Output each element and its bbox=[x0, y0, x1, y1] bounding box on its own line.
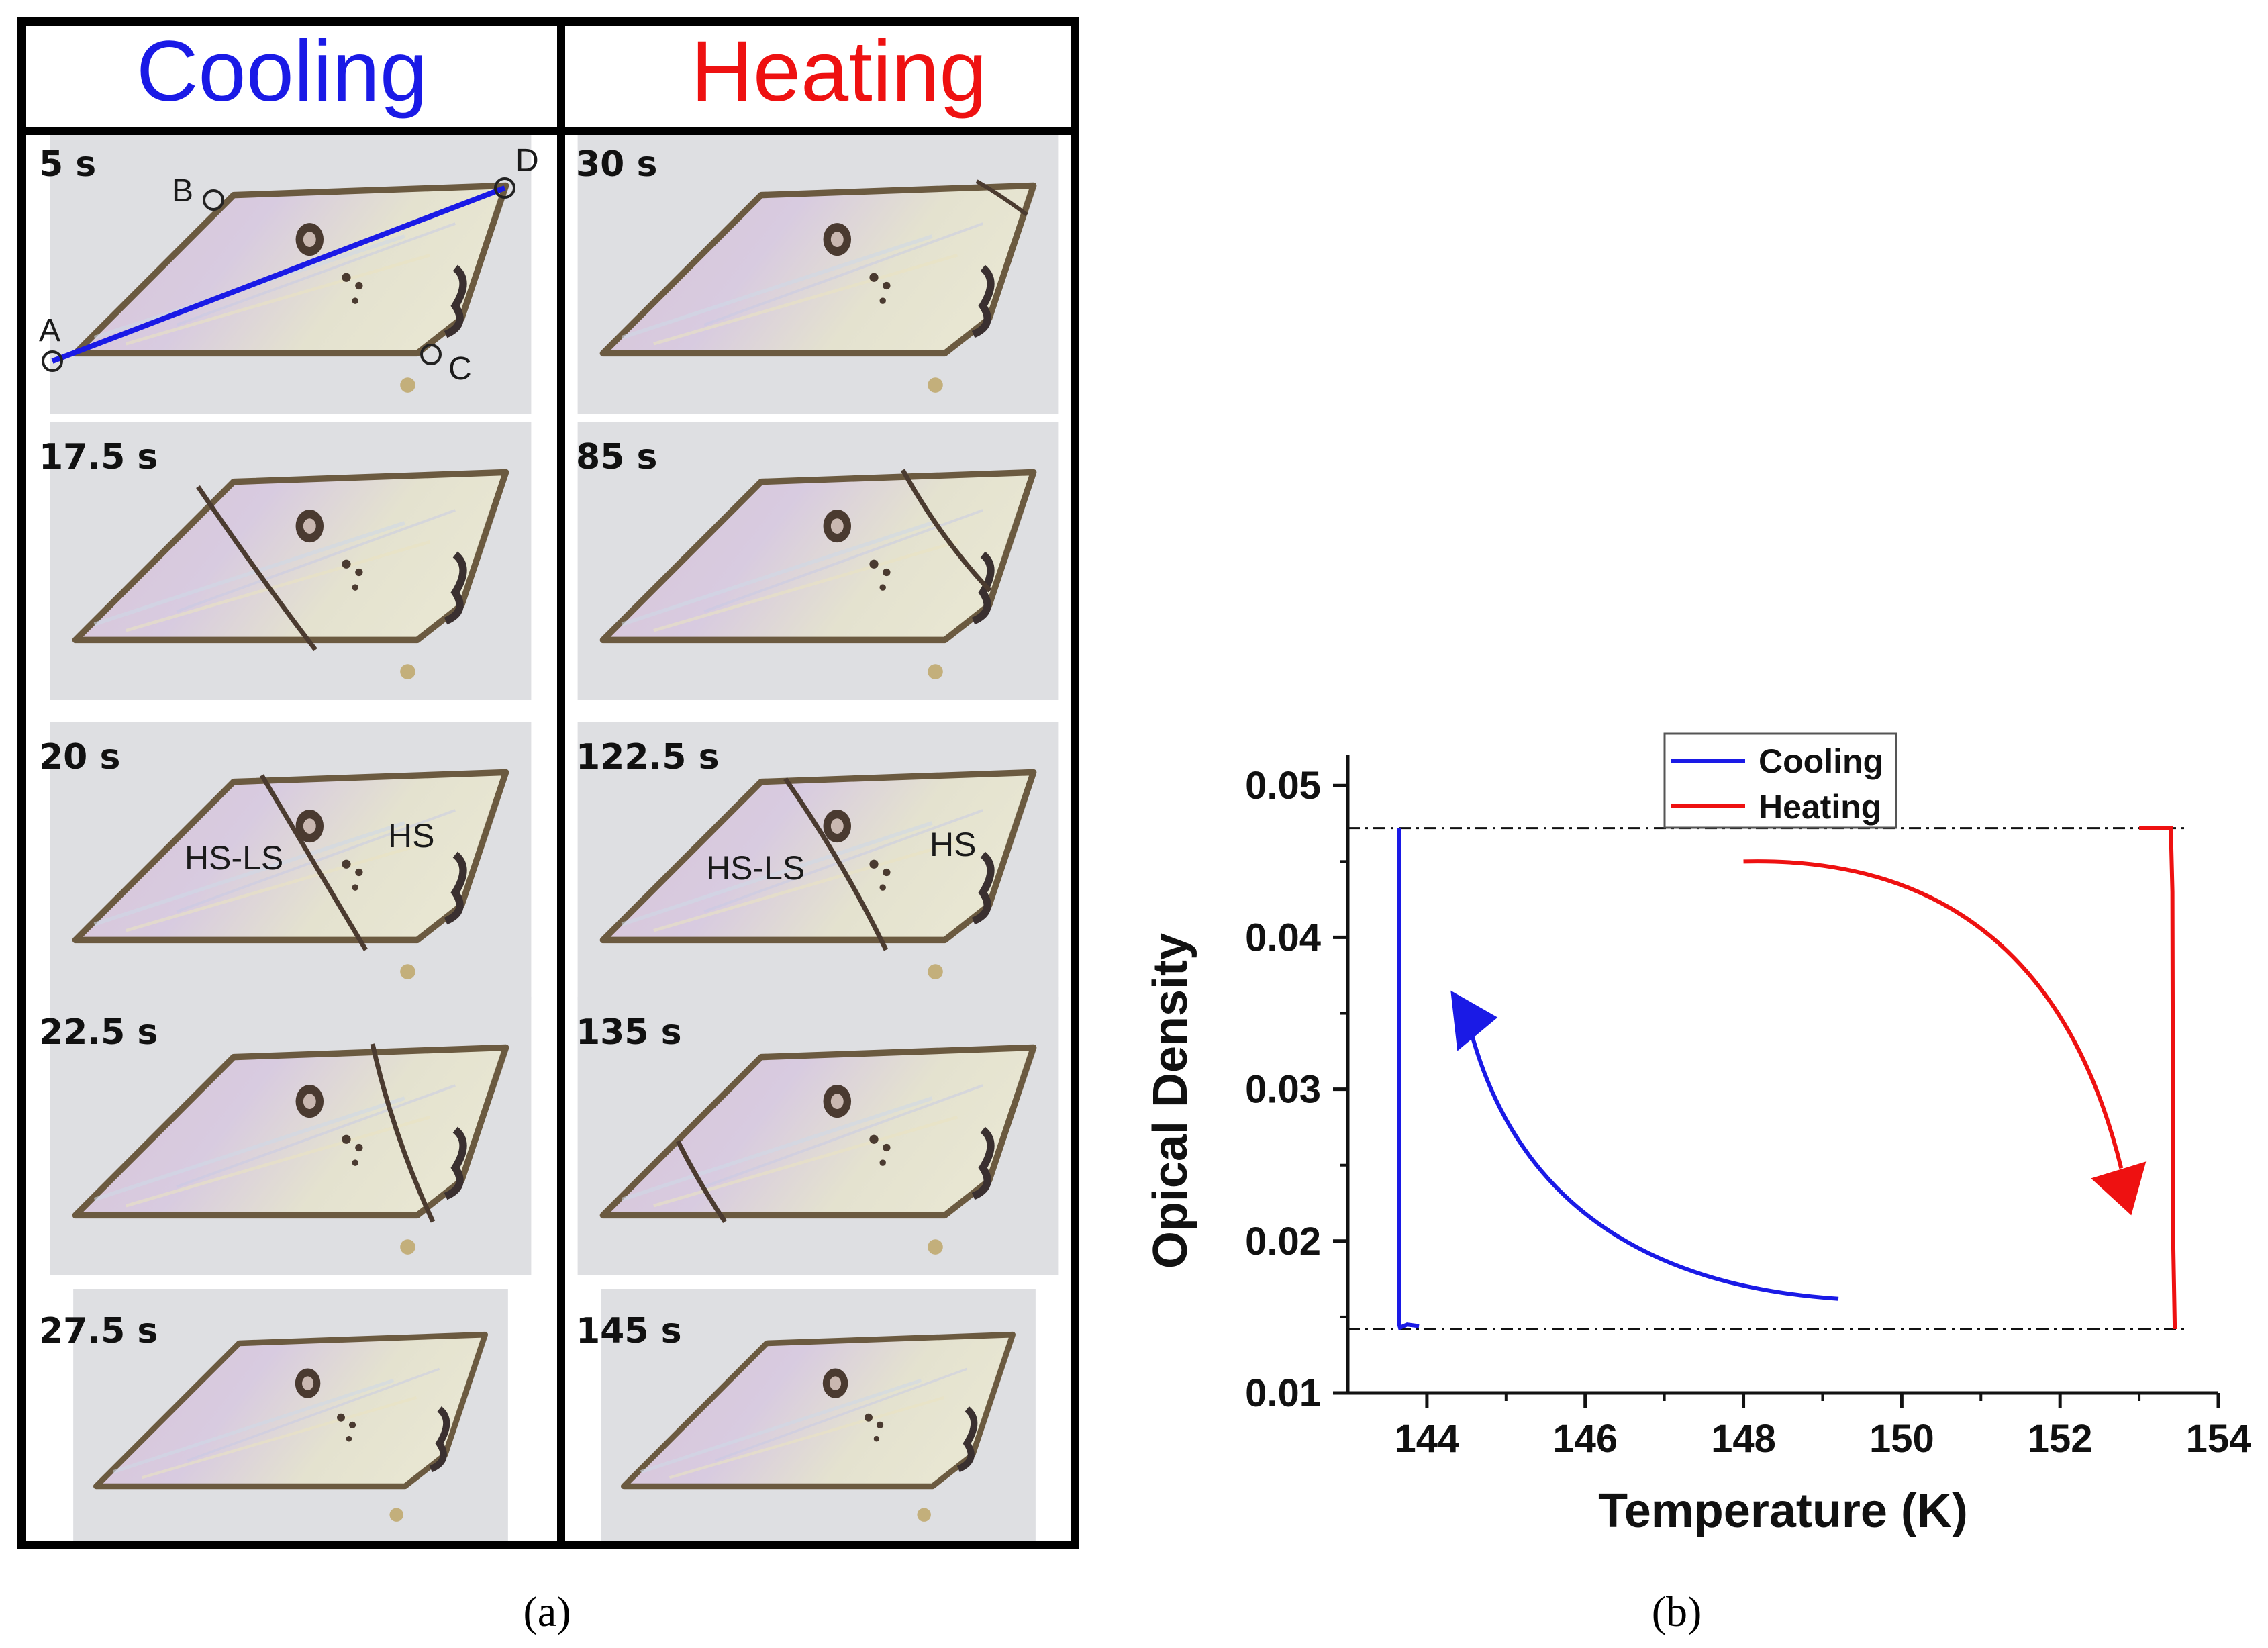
cooling-header: Cooling bbox=[136, 23, 428, 119]
phase-label-hs-ls: HS-LS bbox=[185, 839, 283, 877]
x-axis-label: Temperature (K) bbox=[1598, 1484, 1968, 1538]
caption-b: (b) bbox=[1652, 1588, 1702, 1635]
y-tick-label: 0.01 bbox=[1245, 1371, 1321, 1415]
frame-time: 122.5 s bbox=[576, 737, 720, 777]
cooling-arrow-head bbox=[1450, 990, 1498, 1051]
heating-frame: 135 s bbox=[576, 997, 1058, 1275]
cooling-frame: 20 s HS-LS HS bbox=[39, 722, 531, 1000]
point-b-marker bbox=[203, 189, 224, 211]
heating-frame: 85 s bbox=[576, 422, 1058, 700]
y-axis-label: Opical Density bbox=[1144, 933, 1197, 1269]
heating-frame: 145 s bbox=[576, 1289, 1036, 1541]
frame-time: 85 s bbox=[576, 437, 657, 477]
cooling-frame: 27.5 s bbox=[39, 1289, 508, 1541]
heating-arrow-head bbox=[2091, 1161, 2147, 1216]
x-tick-label: 154 bbox=[2186, 1417, 2251, 1461]
reference-lines bbox=[1348, 827, 2185, 1330]
point-d-label: D bbox=[515, 143, 539, 179]
frame-time: 27.5 s bbox=[39, 1311, 158, 1351]
legend-label-heating: Heating bbox=[1759, 788, 1881, 826]
heating-column: 30 s 85 s 122.5 s HS-LS HS 135 s bbox=[576, 135, 1058, 1541]
y-tick-label: 0.05 bbox=[1245, 764, 1321, 808]
phase-label-hs: HS bbox=[388, 817, 434, 855]
frame-time: 30 s bbox=[576, 144, 657, 185]
caption-a: (a) bbox=[523, 1588, 571, 1635]
y-tick-label: 0.03 bbox=[1245, 1068, 1321, 1112]
x-tick-label: 150 bbox=[1869, 1417, 1934, 1461]
phase-label-hs: HS bbox=[930, 826, 976, 863]
chart-axes bbox=[1346, 755, 2218, 1395]
frame-time: 17.5 s bbox=[39, 437, 158, 477]
cooling-arrow-shaft bbox=[1469, 1030, 1839, 1301]
heating-frame: 30 s bbox=[576, 135, 1058, 414]
point-d-marker bbox=[494, 177, 515, 199]
point-b-label: B bbox=[172, 173, 193, 209]
frame-time: 145 s bbox=[576, 1311, 682, 1351]
chart-ticks: 144 146 148 150 152 154 0.01 0.02 0.03 0.04 0.05 bbox=[1245, 764, 2251, 1461]
x-tick-label: 146 bbox=[1552, 1417, 1618, 1461]
point-c-marker bbox=[420, 344, 442, 365]
cooling-column: 5 s A B C D 17.5 s 20 s HS-LS bbox=[39, 135, 539, 1541]
x-tick-label: 148 bbox=[1711, 1417, 1776, 1461]
chart-legend: Cooling Heating bbox=[1663, 732, 1897, 829]
panel-a: Cooling Heating 5 s A B C D 17.5 s bbox=[17, 17, 1079, 1635]
chart-series bbox=[1397, 826, 2177, 1330]
y-tick-label: 0.02 bbox=[1245, 1220, 1321, 1263]
cooling-frame: 17.5 s bbox=[39, 422, 531, 700]
heating-frame: 122.5 s HS-LS HS bbox=[576, 722, 1058, 1000]
profile-line-a-d bbox=[51, 185, 506, 364]
panel-b-chart: 144 146 148 150 152 154 0.01 0.02 0.03 0.04 0.05 T… bbox=[1144, 732, 2251, 1635]
phase-label-hs-ls: HS-LS bbox=[706, 849, 805, 887]
point-c-label: C bbox=[448, 351, 472, 387]
heating-arrow-shaft bbox=[1743, 859, 2124, 1169]
frame-time: 5 s bbox=[39, 144, 96, 185]
chart-arrows bbox=[1450, 859, 2147, 1301]
heating-header: Heating bbox=[691, 23, 987, 119]
legend-label-cooling: Cooling bbox=[1759, 742, 1883, 780]
x-tick-label: 144 bbox=[1395, 1417, 1460, 1461]
cooling-frame: 5 s A B C D bbox=[39, 135, 539, 414]
frame-time: 22.5 s bbox=[39, 1012, 158, 1053]
point-a-marker bbox=[42, 350, 63, 372]
x-tick-label: 152 bbox=[2028, 1417, 2093, 1461]
y-tick-label: 0.04 bbox=[1245, 916, 1321, 959]
frame-time: 20 s bbox=[39, 737, 120, 777]
series-line-heating bbox=[2139, 826, 2177, 1330]
legend-box bbox=[1663, 732, 1897, 829]
point-a-label: A bbox=[39, 313, 60, 348]
series-line-cooling bbox=[1397, 828, 1420, 1330]
frame-time: 135 s bbox=[576, 1012, 682, 1053]
cooling-frame: 22.5 s bbox=[39, 997, 531, 1275]
